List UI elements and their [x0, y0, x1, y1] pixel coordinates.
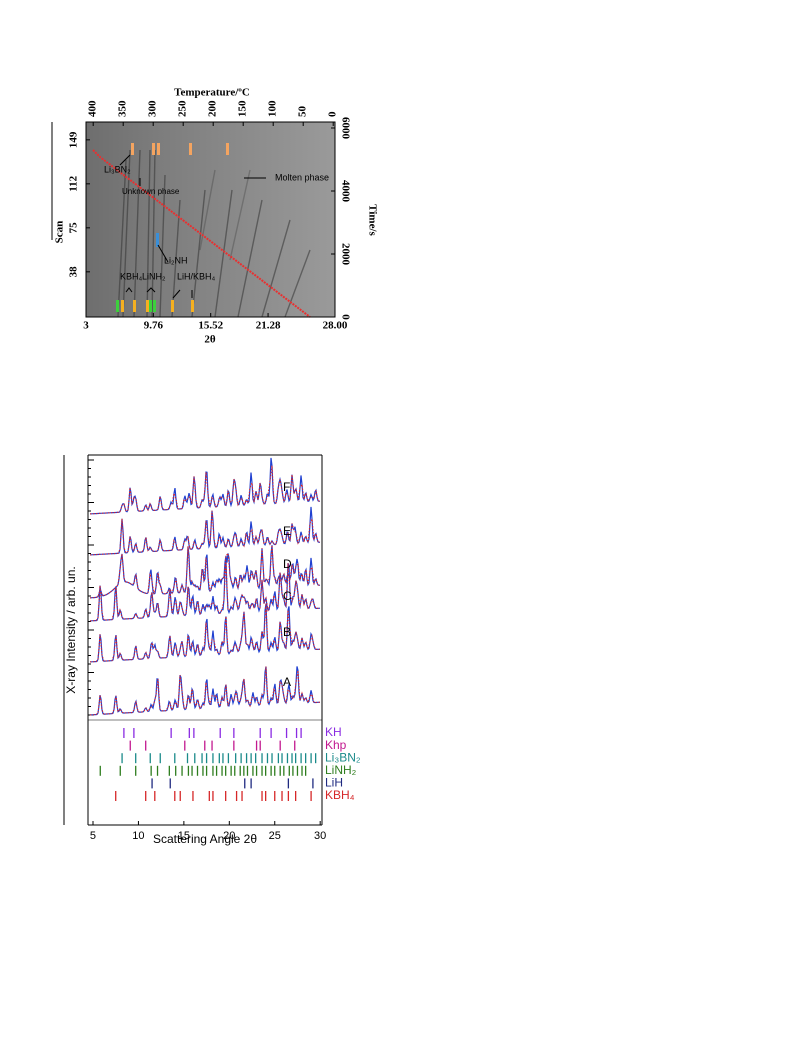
observed-curve: [89, 666, 321, 716]
annotation: KBH₄: [120, 271, 143, 281]
bottom-tick-label: 15.52: [198, 320, 223, 332]
phase-label: LiH: [325, 776, 343, 790]
bottom-tick-label: 9.76: [144, 320, 164, 332]
x-tick-label: 20: [223, 830, 235, 842]
top-tick-label: 200: [207, 100, 219, 117]
right-tick-label: 6000: [339, 117, 351, 140]
top-tick-label: 150: [237, 100, 249, 117]
bottom-tick-label: 3: [83, 320, 89, 332]
right-tick-label: 0: [339, 314, 351, 320]
pattern-label: B: [283, 625, 291, 639]
observed-curve: [89, 545, 321, 599]
observed-curve: [89, 465, 321, 515]
annotation: LiH/KBH₄: [177, 271, 216, 281]
pattern-label: F: [283, 480, 290, 494]
observed-curve: [89, 560, 321, 622]
pattern-label: E: [283, 524, 291, 538]
annotation: Unknown phase: [122, 187, 180, 196]
phase-label: LiNH₂: [325, 763, 357, 777]
y-axis-label: X-ray Intensity / arb. un.: [64, 566, 78, 693]
x-tick-label: 10: [132, 830, 144, 842]
pattern-label: D: [283, 557, 292, 571]
annotation: Li₃BN₂: [104, 164, 131, 174]
bottom-axis-label: 2θ: [204, 334, 216, 346]
x-tick-label: 25: [269, 830, 281, 842]
phase-label: KH: [325, 725, 342, 739]
left-tick-label: 38: [68, 266, 80, 278]
x-tick-label: 5: [90, 830, 96, 842]
left-tick-label: 149: [68, 131, 80, 148]
top-tick-label: 350: [117, 100, 129, 117]
top-tick-label: 0: [327, 111, 339, 117]
annotation: LiNH₂: [142, 271, 166, 281]
annotation: Molten phase: [275, 172, 329, 182]
x-axis-label: Scattering Angle 2θ: [153, 832, 257, 846]
top-tick-label: 400: [87, 100, 99, 117]
left-axis-label: Scan: [54, 221, 66, 244]
left-tick-label: 112: [68, 175, 80, 191]
bottom-tick-label: 28.00: [323, 320, 348, 332]
x-tick-label: 30: [314, 830, 326, 842]
top-tick-label: 100: [267, 100, 279, 117]
right-tick-label: 2000: [339, 243, 351, 266]
phase-markers: [116, 143, 229, 312]
diffraction-streaks: [117, 149, 311, 318]
top-tick-label: 250: [177, 100, 189, 117]
left-tick-label: 75: [68, 222, 80, 234]
top-tick-label: 300: [147, 100, 159, 117]
x-tick-label: 15: [178, 830, 190, 842]
phase-label: KBH₄: [325, 788, 355, 802]
annotation-arrows: [119, 154, 266, 299]
phase-label: Li₃BN₂: [325, 750, 361, 764]
observed-curve: [89, 510, 321, 556]
phase-label: Khp: [325, 738, 347, 752]
pattern-label: A: [283, 675, 291, 689]
pattern-label: C: [283, 589, 292, 603]
top-axis-label: Temperature/ºC: [174, 87, 250, 99]
annotation: Li₂NH: [164, 255, 188, 265]
observed-curve: [89, 603, 321, 663]
right-axis-label: Time/s: [366, 204, 378, 236]
right-tick-label: 4000: [339, 180, 351, 203]
top-tick-label: 50: [297, 106, 309, 118]
temperature-trace: [92, 149, 311, 318]
bottom-tick-label: 21.28: [256, 320, 281, 332]
